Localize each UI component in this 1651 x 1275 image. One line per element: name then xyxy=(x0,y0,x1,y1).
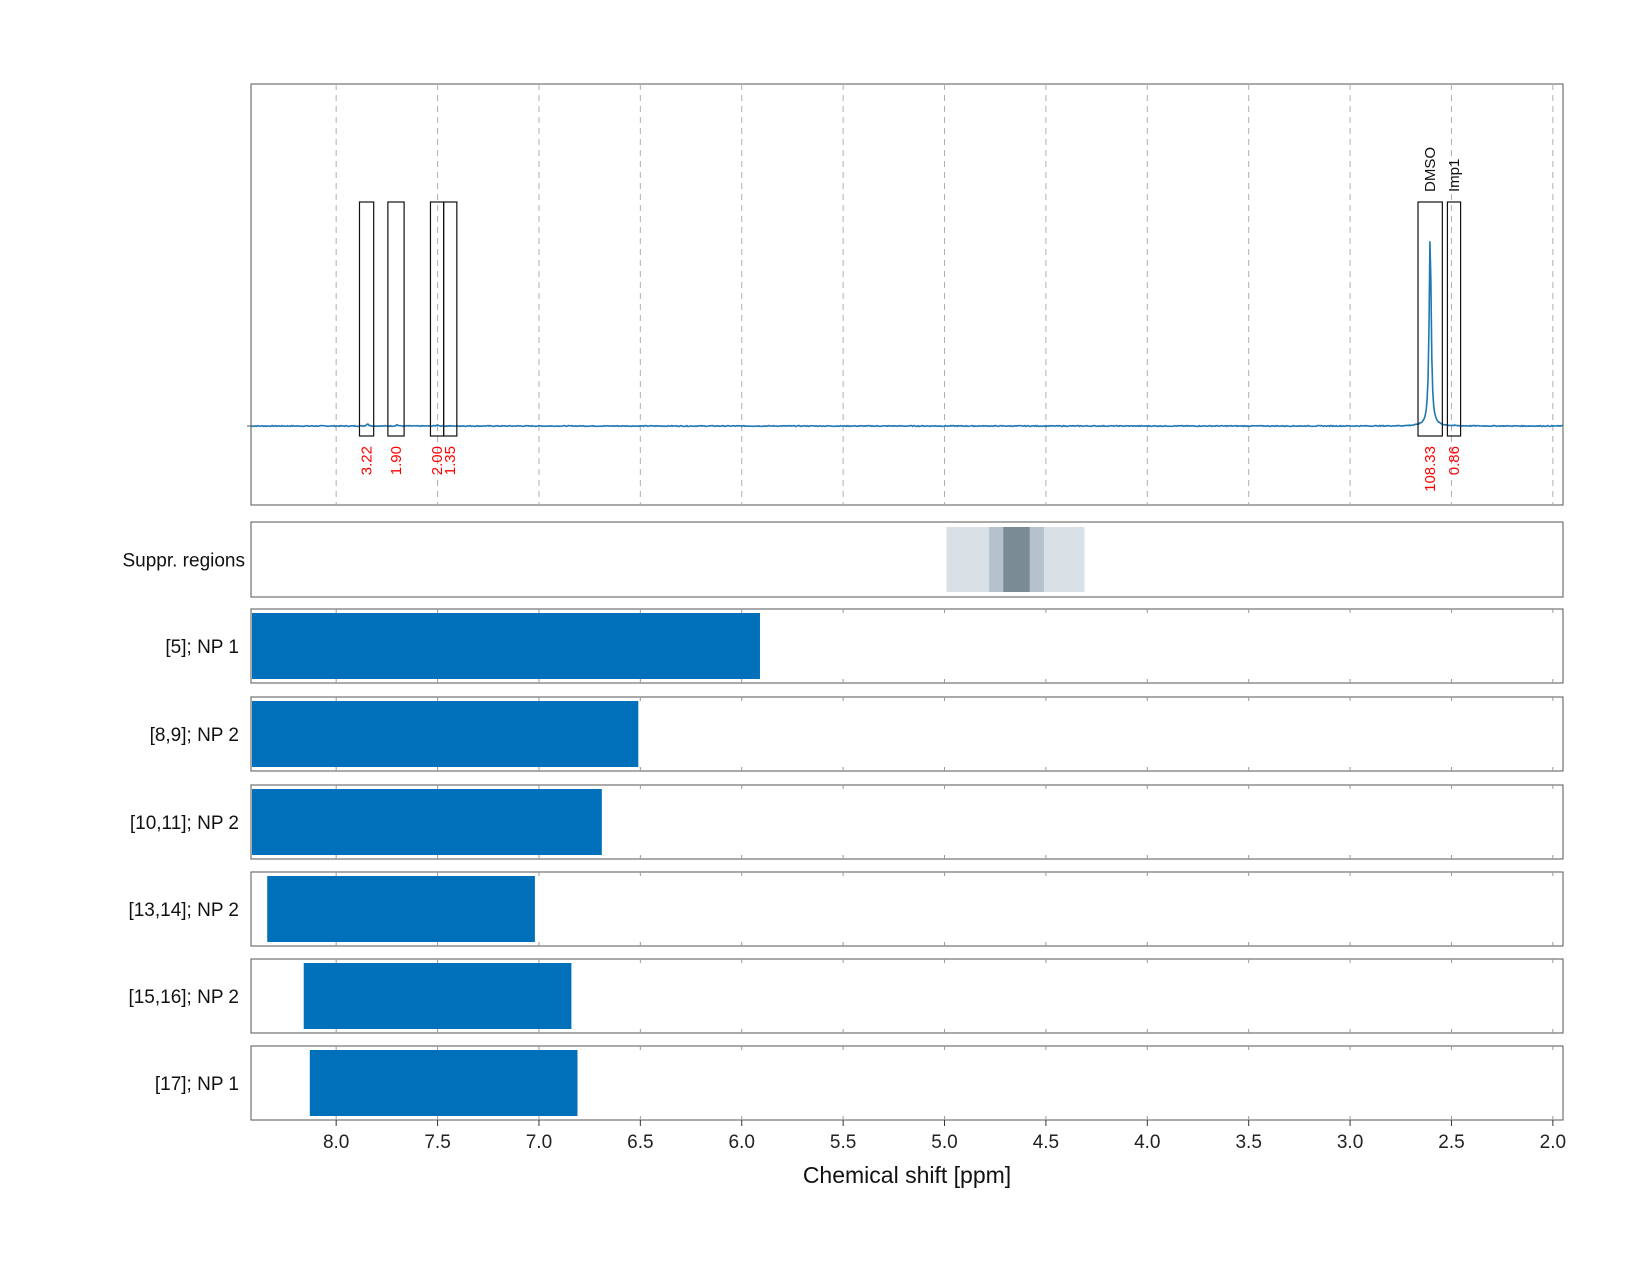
range-bar xyxy=(267,876,535,942)
spectrum-panel: 3.22 1.90 2.001.35 108.33 DMSO 0.86 Imp1 xyxy=(247,83,1564,506)
integral-value: 1.35 xyxy=(442,446,459,475)
suppression-region xyxy=(1003,527,1030,592)
x-tick-label: 4.0 xyxy=(1134,1132,1160,1153)
range-label: [17]; NP 1 xyxy=(155,1074,239,1095)
range-label: [15,16]; NP 2 xyxy=(128,987,239,1008)
x-tick-label: 5.0 xyxy=(931,1132,957,1153)
range-row: [17]; NP 1 xyxy=(155,1045,1564,1121)
spectrum-frame xyxy=(250,83,1564,506)
x-tick-label: 6.5 xyxy=(627,1132,653,1153)
range-label: [10,11]; NP 2 xyxy=(130,813,239,834)
x-axis-title: Chemical shift [ppm] xyxy=(803,1162,1011,1188)
x-tick-label: 4.5 xyxy=(1033,1132,1059,1153)
peak-name-label: DMSO xyxy=(1422,147,1439,192)
range-label: [13,14]; NP 2 xyxy=(128,900,239,921)
integral-box xyxy=(387,201,405,437)
integral-value: 108.33 xyxy=(1422,446,1439,492)
x-axis: 8.0 7.5 7.0 6.5 6.0 5.5 5.0 4.5 4.0 3.5 3.0 2.5 2.0 C… xyxy=(323,1120,1566,1188)
integral-box xyxy=(1417,201,1443,437)
integral-value: 2.00 xyxy=(429,446,446,475)
range-bar xyxy=(252,701,639,767)
x-tick-label: 2.0 xyxy=(1540,1132,1566,1153)
x-tick-label: 3.5 xyxy=(1235,1132,1261,1153)
integral-value: 3.22 xyxy=(359,446,376,475)
suppression-label: Suppr. regions xyxy=(122,551,245,572)
range-bar xyxy=(309,1050,578,1116)
peak-name-label: Imp1 xyxy=(1446,159,1463,192)
range-bar xyxy=(252,613,760,679)
suppression-panel: Suppr. regions xyxy=(122,521,1564,598)
range-label: [8,9]; NP 2 xyxy=(150,725,239,746)
integral-box xyxy=(358,201,375,437)
integral-box xyxy=(1446,201,1462,437)
x-tick-label: 2.5 xyxy=(1438,1132,1464,1153)
integral-region: 1.35 xyxy=(442,201,459,475)
integral-value: 1.90 xyxy=(388,446,405,475)
x-tick-label: 8.0 xyxy=(323,1132,349,1153)
integral-box xyxy=(443,201,458,437)
range-row: [10,11]; NP 2 xyxy=(130,784,1564,860)
range-row: [8,9]; NP 2 xyxy=(150,696,1564,772)
range-row: [5]; NP 1 xyxy=(165,608,1564,684)
integral-value: 0.86 xyxy=(1446,446,1463,475)
integral-region: 1.90 xyxy=(387,201,405,475)
suppression-frame xyxy=(250,521,1564,598)
range-bar xyxy=(252,789,602,855)
range-label: [5]; NP 1 xyxy=(165,637,239,658)
integral-region: 0.86 Imp1 xyxy=(1446,159,1463,476)
x-tick-label: 3.0 xyxy=(1337,1132,1363,1153)
x-tick-label: 6.0 xyxy=(729,1132,755,1153)
range-row: [13,14]; NP 2 xyxy=(128,871,1564,947)
x-tick-label: 7.0 xyxy=(526,1132,552,1153)
x-tick-label: 7.5 xyxy=(424,1132,450,1153)
x-tick-label: 5.5 xyxy=(830,1132,856,1153)
integral-region: 108.33 DMSO xyxy=(1417,147,1443,492)
range-row: [15,16]; NP 2 xyxy=(128,958,1564,1034)
spectrum-line xyxy=(250,241,1564,428)
range-bar xyxy=(303,963,572,1029)
integral-region: 3.22 xyxy=(358,201,376,475)
